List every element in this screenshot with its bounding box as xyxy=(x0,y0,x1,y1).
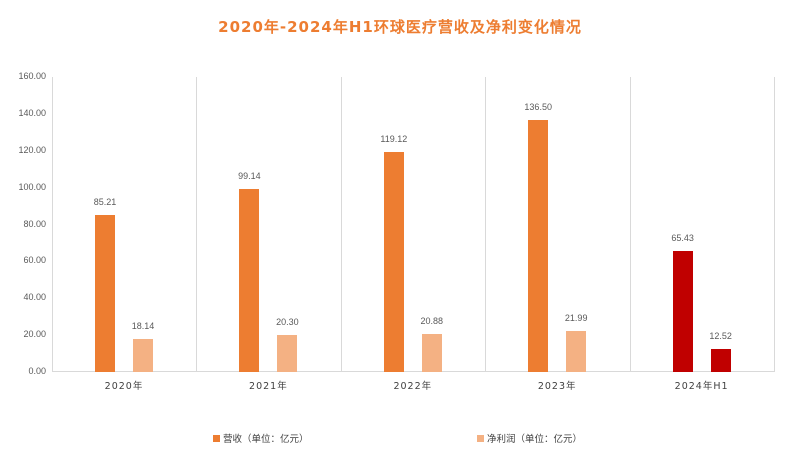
revenue-bar xyxy=(528,120,549,372)
category-gridline xyxy=(341,77,342,372)
data-label: 12.52 xyxy=(709,330,732,341)
net-profit-swatch-icon xyxy=(477,434,484,442)
x-tick-label: 2023年 xyxy=(537,381,577,392)
chart-title: 2020年-2024年H1环球医疗营收及净利变化情况 xyxy=(218,18,582,36)
plot-area: 85.21 99.14 119.12 136.50 65.43 18.14 20.30 20.… xyxy=(52,77,775,372)
category-gridline xyxy=(774,77,775,372)
data-label: 21.99 xyxy=(564,313,588,324)
y-tick-label: 100.00 xyxy=(18,181,46,192)
legend-item-net-profit: 净利润（单位：亿元） xyxy=(477,431,582,445)
revenue-bar xyxy=(239,189,260,372)
y-tick-label: 160.00 xyxy=(18,71,46,81)
x-tick-label: 2022年 xyxy=(393,381,433,392)
x-tick-label: 2024年H1 xyxy=(674,381,729,392)
y-tick-label: 120.00 xyxy=(18,144,46,155)
revenue-swatch-icon xyxy=(213,434,220,442)
y-tick-label: 40.00 xyxy=(23,292,46,303)
data-label: 65.43 xyxy=(671,233,694,244)
category-gridline xyxy=(196,77,197,372)
data-label: 136.50 xyxy=(524,102,552,113)
net-profit-bar xyxy=(133,338,153,372)
category-gridline xyxy=(52,77,53,372)
data-label: 119.12 xyxy=(380,134,408,145)
x-tick-label: 2021年 xyxy=(249,381,288,392)
net-profit-bar xyxy=(710,348,731,372)
legend-item-revenue: 营收（单位：亿元） xyxy=(213,431,309,445)
revenue-bar xyxy=(383,152,404,372)
x-tick-label: 2020年 xyxy=(104,381,144,392)
revenue-bar xyxy=(95,214,115,372)
y-tick-label: 80.00 xyxy=(23,218,46,229)
data-label: 85.21 xyxy=(93,196,117,207)
data-label: 99.14 xyxy=(238,171,261,182)
y-tick-label: 20.00 xyxy=(23,329,46,340)
data-label: 20.30 xyxy=(276,316,299,327)
legend-label-revenue: 营收（单位：亿元） xyxy=(223,434,309,445)
category-gridline xyxy=(630,77,631,372)
revenue-bar xyxy=(672,251,693,372)
net-profit-bar xyxy=(277,334,298,372)
net-profit-bar xyxy=(421,333,442,372)
data-label: 18.14 xyxy=(131,320,155,331)
legend-label-net-profit: 净利润（单位：亿元） xyxy=(487,434,583,445)
y-tick-label: 0.00 xyxy=(28,366,46,376)
y-tick-label: 140.00 xyxy=(18,107,46,118)
data-label: 20.88 xyxy=(420,315,444,326)
category-gridline xyxy=(485,77,486,372)
net-profit-bar xyxy=(566,331,587,372)
y-tick-label: 60.00 xyxy=(23,255,46,266)
x-axis-line xyxy=(52,371,774,372)
